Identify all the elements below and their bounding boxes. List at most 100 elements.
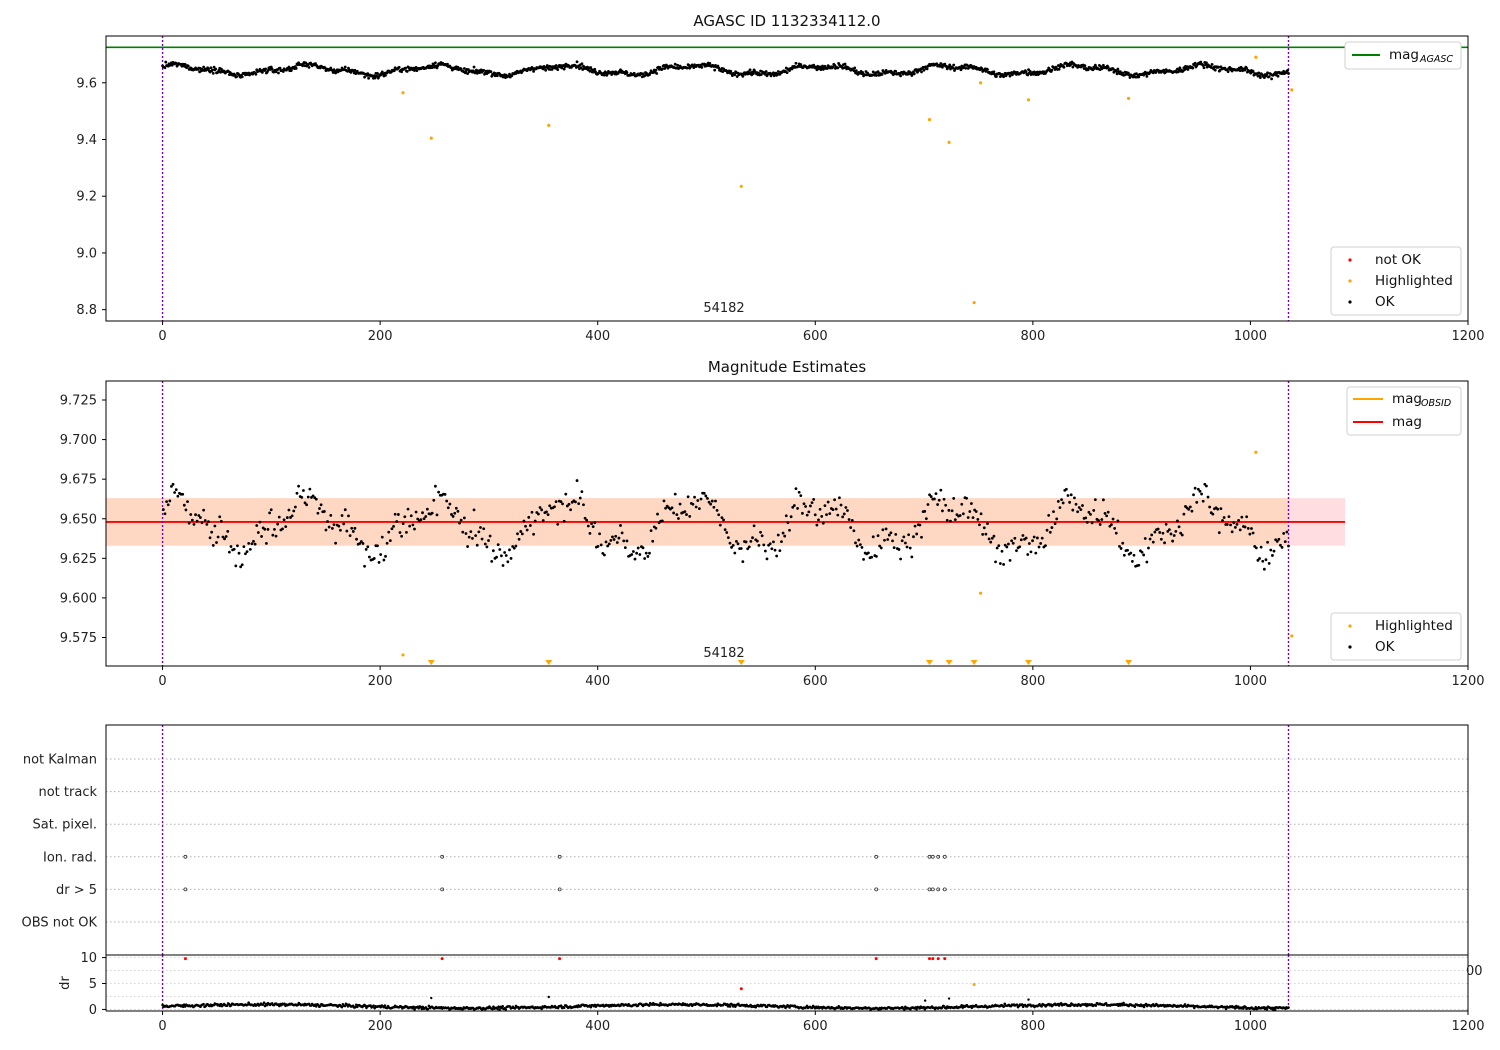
panel3-flag-point <box>930 887 935 892</box>
panel2-ok-point <box>1216 507 1220 511</box>
panel2-ok-point <box>966 516 970 519</box>
panel2-ok-point <box>475 543 479 547</box>
panel1-ok-point <box>579 66 583 70</box>
panel2-ok-point <box>197 514 201 517</box>
panel2-ok-point <box>1032 535 1036 539</box>
panel2-ok-point <box>846 509 849 512</box>
panel2-ok-point <box>987 537 991 541</box>
panel2-ok-point <box>216 535 220 539</box>
panel2-ok-point <box>1225 523 1229 526</box>
panel2-ok-point <box>203 519 207 522</box>
panel2-ok-point <box>1121 541 1125 545</box>
panel2-ok-point <box>1056 499 1060 503</box>
panel2-ok-point <box>1145 560 1149 564</box>
panel2-ok-point <box>633 557 637 561</box>
panel2-ok-point <box>242 545 246 549</box>
panel2-ok-point <box>324 528 328 532</box>
panel4-ytick-label: 0 <box>89 1003 97 1018</box>
panel2-ok-point <box>907 533 911 537</box>
panel1-ok-point <box>214 67 218 71</box>
panel2-ok-point <box>302 489 305 492</box>
panel2-ok-point <box>520 532 524 536</box>
panel1-ok-point <box>289 69 293 72</box>
panel2-ok-point <box>1053 522 1057 526</box>
panel2-ok-point <box>1101 498 1105 502</box>
panel4-ok-point <box>658 1004 661 1007</box>
panel2-ok-point <box>1077 506 1081 509</box>
panel4-ok-point <box>788 1006 791 1009</box>
panel1-ok-point <box>235 75 239 78</box>
panel2-ok-point <box>1262 567 1266 571</box>
panel2-ok-point <box>857 538 861 542</box>
panel2-ok-point <box>836 513 840 517</box>
panel4-not-ok-point <box>936 957 940 961</box>
panel4-ok-point <box>263 1004 267 1008</box>
panel4-ok-point <box>1265 1007 1269 1011</box>
panel2-ok-point <box>189 513 193 516</box>
panel2-ok-point <box>1264 558 1268 562</box>
panel1-ok-point <box>260 70 264 74</box>
panel2-ok-point <box>604 540 608 544</box>
panel4-xtick-label: 400 <box>585 1019 610 1034</box>
panel1-xtick-label: 200 <box>368 329 393 344</box>
panel2-ok-point <box>953 518 957 522</box>
panel4-ok-point <box>915 1007 918 1011</box>
panel2-ok-point <box>271 533 275 537</box>
panel1-ok-point <box>854 69 858 73</box>
panel3-flag-point <box>183 854 188 859</box>
panel2-ok-point <box>831 508 835 512</box>
panel2-highlighted-point <box>401 653 405 657</box>
panel4-ok-points <box>161 1001 1290 1011</box>
panel2-ok-point <box>1176 519 1179 523</box>
panel2-ok-point <box>1005 545 1009 549</box>
panel1-ok-point <box>475 71 479 75</box>
panel2-offscale-marker <box>1025 660 1033 665</box>
panel2-ok-point <box>213 524 217 528</box>
panel2-ok-point <box>1159 537 1163 541</box>
panel1-ok-point <box>462 67 466 70</box>
panel4-ok-point <box>1002 1005 1005 1008</box>
panel2-ok-point <box>891 539 894 543</box>
panel4-ok-point <box>353 1005 357 1009</box>
panel2-offscale-marker <box>945 660 953 665</box>
panel1-ok-point <box>986 68 989 71</box>
panel4-ok-point <box>183 1005 187 1008</box>
panel2-ok-point <box>1275 539 1279 543</box>
panel4-ok-point <box>314 1005 318 1008</box>
panel2-ok-point <box>691 502 695 506</box>
panel2-ok-point <box>458 521 461 525</box>
panel2-ok-point <box>1130 559 1134 563</box>
panel2-ok-point <box>554 500 558 504</box>
panel2-ok-point <box>173 491 177 494</box>
panel2-ok-point <box>181 492 185 496</box>
panel4-ok-point <box>540 1007 543 1011</box>
panel4-ok-point <box>427 1004 431 1008</box>
panel2-ok-point <box>643 557 647 560</box>
panel2-ok-point <box>467 535 471 539</box>
panel2-ok-point <box>171 482 175 486</box>
panel4-outlier-points <box>430 995 1030 1002</box>
panel2-ok-point <box>533 519 537 523</box>
panel2-ok-point <box>1164 522 1168 526</box>
panel1-ok-point <box>941 65 944 69</box>
panel2-ok-point <box>910 555 914 559</box>
panel2-ok-point <box>256 531 260 534</box>
panel2-ok-point <box>1179 531 1183 535</box>
panel1-ok-point <box>495 74 499 78</box>
panel2-ok-point <box>693 495 696 499</box>
panel2-ok-point <box>796 507 799 510</box>
panel2-ok-point <box>596 544 600 548</box>
panel2-ok-point <box>825 513 828 517</box>
panel4-ok-point <box>1273 1008 1277 1011</box>
panel2-ok-point <box>702 491 706 495</box>
panel2-ok-point <box>326 520 329 523</box>
panel3-flag-point <box>440 887 445 892</box>
panel2-ok-point <box>797 490 801 494</box>
panel2-ok-point <box>1084 516 1088 520</box>
panel4-ok-point <box>960 1003 963 1007</box>
panel2-ok-point <box>826 500 830 504</box>
panel2-ok-point <box>1280 545 1284 549</box>
panel2-ok-point <box>593 521 597 525</box>
panel2-ok-point <box>229 545 233 548</box>
panel2-ok-point <box>722 518 725 522</box>
